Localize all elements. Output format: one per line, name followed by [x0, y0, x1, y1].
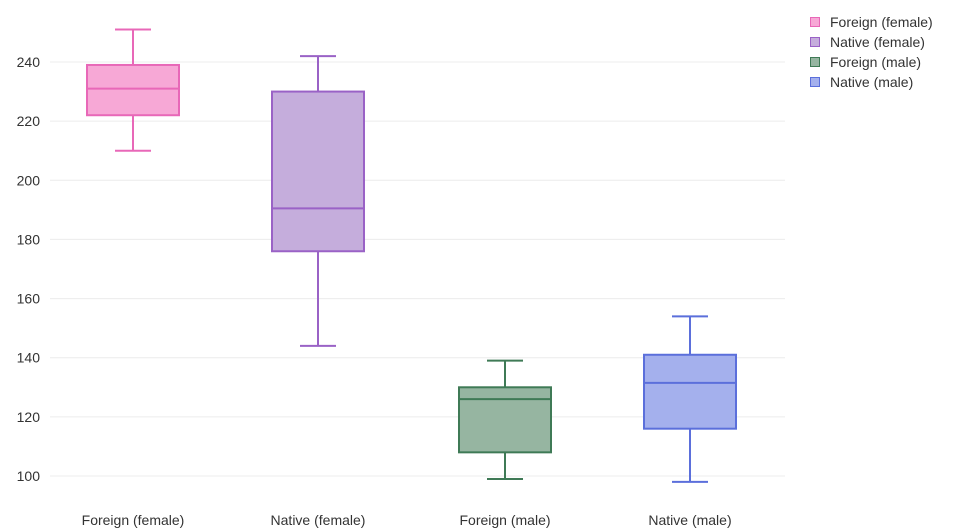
y-tick-label: 180: [17, 231, 41, 247]
box-1: [271, 55, 365, 347]
y-tick-label: 220: [17, 113, 41, 129]
boxes: [86, 28, 737, 483]
x-axis-ticks: Foreign (female) Native (female) Foreign (…: [82, 512, 732, 528]
legend-label: Native (female): [830, 34, 925, 50]
x-tick-label: Foreign (male): [459, 512, 550, 528]
y-tick-label: 140: [17, 350, 41, 366]
grid-lines: [50, 61, 785, 477]
legend-swatch-foreign-male: [810, 57, 820, 67]
x-tick-label: Native (female): [271, 512, 366, 528]
legend-item-native-male[interactable]: Native (male): [810, 72, 933, 92]
box-iqr: [86, 63, 180, 117]
box-3: [643, 315, 737, 483]
legend-swatch-native-female: [810, 37, 820, 47]
legend: Foreign (female) Native (female) Foreign…: [810, 12, 933, 92]
legend-label: Foreign (female): [830, 14, 933, 30]
y-tick-label: 240: [17, 54, 41, 70]
x-tick-label: Foreign (female): [82, 512, 185, 528]
box-iqr: [271, 90, 365, 253]
box-2: [458, 359, 552, 480]
legend-item-foreign-male[interactable]: Foreign (male): [810, 52, 933, 72]
y-tick-label: 100: [17, 468, 41, 484]
legend-item-foreign-female[interactable]: Foreign (female): [810, 12, 933, 32]
legend-label: Native (male): [830, 74, 914, 90]
y-tick-label: 120: [17, 409, 41, 425]
legend-swatch-foreign-female: [810, 17, 820, 27]
y-axis-ticks: 100 120 140 160 180 200 220 240: [17, 54, 41, 484]
legend-item-native-female[interactable]: Native (female): [810, 32, 933, 52]
legend-label: Foreign (male): [830, 54, 922, 70]
box-0: [86, 28, 180, 152]
box-iqr: [643, 353, 737, 430]
y-tick-label: 200: [17, 172, 41, 188]
y-tick-label: 160: [17, 291, 41, 307]
x-tick-label: Native (male): [648, 512, 731, 528]
box-iqr: [458, 386, 552, 454]
legend-swatch-native-male: [810, 77, 820, 87]
